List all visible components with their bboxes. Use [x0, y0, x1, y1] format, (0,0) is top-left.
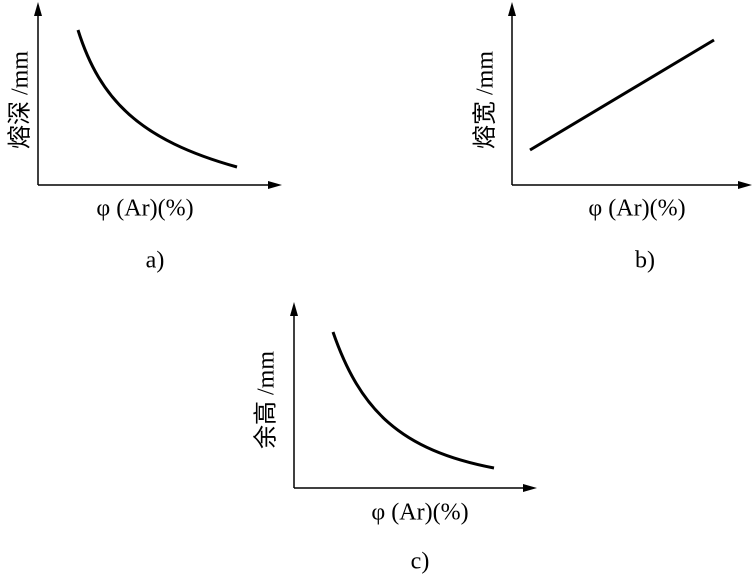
panel-b: 熔宽 /mm φ (Ar)(%) b) [472, 2, 752, 274]
y-label: 余高 /mm [253, 351, 280, 449]
y-label: 熔深 /mm [7, 51, 34, 149]
y-label: 熔宽 /mm [472, 51, 499, 149]
arrow [268, 181, 282, 189]
x-label: φ (Ar)(%) [96, 196, 193, 222]
arrow [508, 2, 516, 16]
caption: a) [146, 248, 165, 274]
x-label: φ (Ar)(%) [371, 500, 468, 526]
arrow [523, 484, 537, 492]
caption: c) [411, 549, 430, 575]
caption: b) [635, 248, 655, 274]
curve [76, 29, 238, 169]
arrow [34, 2, 42, 16]
curve [331, 331, 495, 470]
arrow [290, 302, 298, 316]
line [529, 38, 715, 152]
arrow [738, 181, 752, 189]
x-label: φ (Ar)(%) [588, 196, 685, 222]
panel-a: 熔深 /mm φ (Ar)(%) a) [7, 2, 282, 274]
panel-c: 余高 /mm φ (Ar)(%) c) [253, 302, 537, 575]
